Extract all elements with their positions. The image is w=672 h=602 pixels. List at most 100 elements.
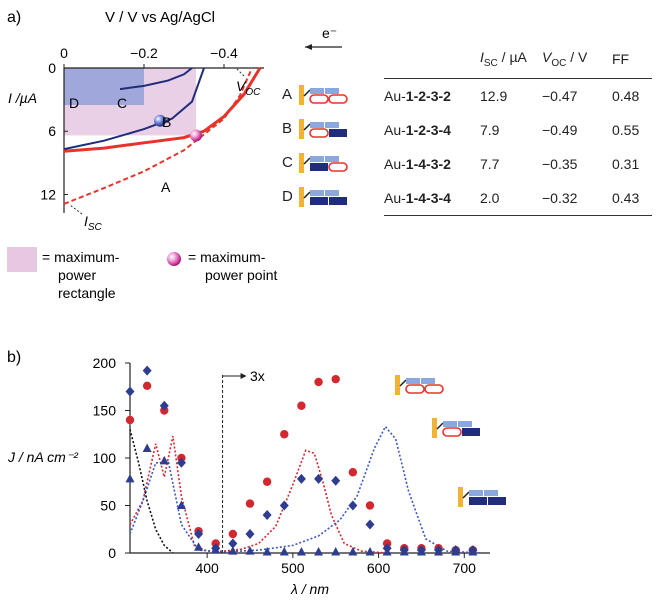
legend-rect-swatch [7,247,37,272]
data-point-circle [228,529,238,539]
gold-electrode-icon [299,119,304,139]
data-point-circle [297,401,306,410]
curve-label-d: D [69,95,79,111]
data-point-diamond [331,475,341,486]
data-point-diamond [314,473,324,484]
donor-block-icon [310,122,324,128]
data-point-triangle [434,547,444,556]
data-point-circle [262,477,272,486]
table-row: Au-1-4-3-4 2.0 −0.32 0.43 [384,181,652,216]
acceptor-block-icon [462,428,480,436]
panel-a-y-tick-label: 0 [48,60,56,76]
table-row: Au-1-4-3-2 7.7 −0.35 0.31 [384,156,640,172]
panel-a-y-tick-label: 12 [40,186,56,202]
molecule-icons [299,85,348,207]
data-point-triangle [159,455,169,465]
data-point-triangle [125,473,135,483]
panel-a-x-tick-label: −0.2 [130,45,158,61]
data-point-triangle [331,547,341,556]
col-voc: VOC / V [542,40,612,79]
acceptor-ring-icon [328,162,348,172]
data-point-triangle [176,500,186,509]
panel-a-x-title: V / V vs Ag/AgCl [105,9,215,26]
col-isc: ISC / µA [480,40,542,79]
photovoltaic-table: ISC / µA VOC / V FF Au-1-2-3-2 12.9 −0.4… [384,40,652,216]
data-point-triangle [279,547,289,556]
acceptor-block-icon [329,129,347,137]
electron-label: e⁻ [322,25,337,41]
acceptor-block-icon [310,197,328,205]
curve-label-a: A [161,179,171,195]
row-letter-d: D [282,188,293,205]
linker-icon [436,422,444,430]
data-point-circle [365,501,375,510]
panel-a-x-tick-label: 0 [60,45,68,61]
legend-point-swatch [167,252,181,266]
iv-curve-d [119,67,193,91]
spectrum-black-dotted [129,429,174,554]
data-point-diamond [348,500,358,511]
linker-icon [303,123,311,131]
data-point-diamond [159,400,169,411]
data-point-diamond [194,529,204,539]
data-point-circle [245,499,255,508]
data-point-triangle [194,542,204,551]
acceptor-block-icon [329,197,347,205]
data-point-triangle [228,546,238,555]
max-power-point-b [190,129,202,142]
data-point-diamond [296,473,306,484]
gold-electrode-icon [458,487,463,507]
acceptor-ring-icon [309,94,329,104]
linker-icon [303,191,311,199]
panel-b-y-tick-label: 50 [100,498,116,514]
linker-icon [462,491,470,499]
panel-b-x-tick-label: 400 [195,560,219,576]
donor-block-icon [310,190,324,196]
data-point-circle [314,377,323,387]
row-letter-a: A [282,86,293,103]
donor-block-icon [406,378,420,384]
gold-electrode-icon [299,187,304,207]
acceptor-block-icon [469,497,487,505]
panel-a-plot: 0 −0.2 −0.4 0 6 12 [40,45,264,213]
panel-a-x-tick-label: −0.4 [210,45,238,61]
data-point-triangle [296,547,306,556]
data-point-diamond [262,510,272,520]
curve-label-b: B [162,114,171,130]
voc-label: VOC [236,78,261,98]
isc-label: ISC [84,213,103,233]
panel-b-molecule-icons [395,375,506,507]
data-point-triangle [416,547,426,556]
data-point-circle [348,468,358,477]
panel-a-y-tick-label: 6 [48,123,56,139]
data-point-diamond [365,519,375,530]
acceptor-block-icon [310,163,328,171]
row-letter-c: C [282,154,293,171]
table-row: Au-1-2-3-2 12.9 −0.47 0.48 [384,88,640,104]
max-power-point-c [154,114,166,127]
panel-b-y-tick-label: 100 [93,450,117,466]
spectrum-red-dotted [129,435,388,554]
data-point-triangle [245,546,255,555]
acceptor-ring-icon [424,384,444,394]
data-point-triangle [399,547,409,556]
panel-b-plot: 400 500 600 700 0 50 100 150 200 λ / nm J / nA cm⁻… [7,355,490,597]
spectrum-blue-dotted [129,425,482,554]
data-point-diamond [176,457,186,468]
max-power-rectangle-d [64,68,144,105]
data-point-circle [331,374,340,384]
data-point-diamond [245,529,255,539]
panel-b-y-tick-label: 0 [108,545,116,561]
data-point-triangle [468,547,478,556]
panel-b-y-tick-label: 200 [93,355,117,371]
donor-block-icon [421,378,435,384]
gold-electrode-icon [432,418,437,438]
data-point-diamond [228,538,238,549]
panel-b-y-title: J / nA cm⁻² [7,449,79,465]
donor-block-icon [325,122,339,128]
data-point-triangle [211,545,221,554]
isc-pointer [69,204,83,215]
electron-arrow-head [305,44,312,50]
data-point-circle [280,430,289,439]
